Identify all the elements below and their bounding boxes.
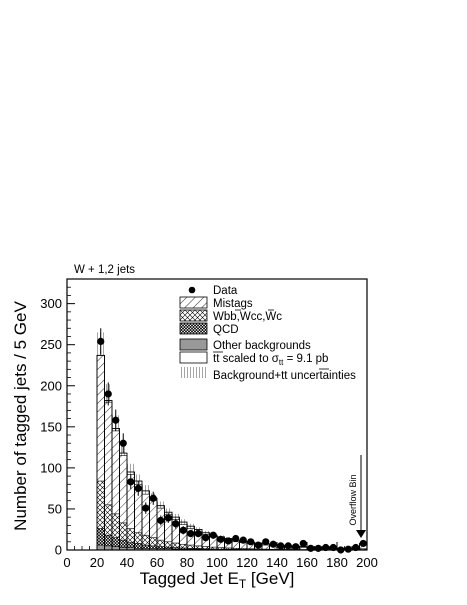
data-points-layer (97, 328, 367, 554)
data-point-22 (262, 538, 270, 546)
data-point-35 (359, 539, 367, 548)
x-tick-label-3: 60 (150, 555, 164, 570)
legend-label-unc: Background+tt uncertainties (213, 370, 356, 382)
legend-label-data: Data (213, 285, 238, 297)
legend-swatch-unc (180, 367, 207, 378)
legend-swatch-mistags (179, 296, 208, 309)
other-bar-0 (96, 544, 105, 551)
data-point-18 (232, 534, 240, 543)
legend: Data Mistags Wbb,Wcc,Wc QCD Other backgr… (179, 285, 356, 382)
data-point-9 (164, 514, 172, 522)
data-point-33 (344, 545, 352, 553)
x-tick-label-5: 100 (206, 555, 228, 570)
legend-label-qcd: QCD (213, 324, 239, 336)
mistags-layer (96, 355, 368, 551)
chart-annotation: W + 1,2 jets (74, 264, 135, 276)
data-point-15 (209, 531, 217, 539)
data-point-21 (254, 541, 262, 549)
axis-ticks: 0 20 40 60 80 100 120 140 160 180 200 0 50 100 150 200 2… (40, 278, 378, 570)
legend-swatch-qcd (179, 322, 208, 335)
data-point-29 (314, 544, 322, 552)
data-point-0 (97, 337, 105, 346)
y-tick-label-4: 200 (40, 378, 62, 393)
data-point-23 (269, 540, 277, 548)
data-point-2 (112, 416, 120, 424)
data-point-11 (179, 526, 187, 534)
y-tick-label-1: 50 (48, 501, 62, 516)
x-axis-title-sub: T (239, 577, 247, 591)
x-tick-label-4: 80 (180, 555, 194, 570)
data-point-27 (299, 539, 307, 548)
legend-swatch-other (179, 338, 208, 351)
x-tick-label-8: 160 (296, 555, 318, 570)
x-tick-label-7: 140 (266, 555, 288, 570)
legend-label-wbb: Wbb,Wcc,Wc (213, 311, 282, 323)
y-axis-title: Number of tagged jets / 5 GeV (11, 301, 30, 531)
x-tick-label-0: 0 (63, 555, 70, 570)
data-point-19 (239, 536, 247, 544)
data-point-14 (202, 534, 210, 542)
data-point-17 (224, 537, 232, 545)
y-tick-label-6: 300 (40, 296, 62, 311)
x-tick-label-10: 200 (356, 555, 378, 570)
data-point-13 (194, 529, 202, 538)
data-point-6 (142, 504, 150, 512)
x-axis-title-unit: [GeV] (246, 569, 294, 588)
data-point-31 (329, 543, 337, 552)
x-tick-label-1: 20 (90, 555, 104, 570)
data-point-5 (134, 484, 142, 493)
legend-marker-data (188, 286, 196, 294)
x-tick-label-2: 40 (120, 555, 134, 570)
data-point-24 (277, 542, 285, 550)
data-point-20 (247, 538, 255, 546)
data-point-4 (127, 478, 135, 486)
data-point-8 (157, 516, 165, 525)
y-tick-label-0: 0 (55, 543, 62, 558)
overflow-arrow-head (356, 530, 366, 538)
overflow-label: Overflow Bin (348, 474, 358, 525)
other-bar-1 (104, 545, 113, 551)
data-point-26 (292, 543, 300, 551)
x-tick-label-9: 180 (326, 555, 348, 570)
data-point-10 (172, 520, 180, 528)
legend-label-other: Other backgrounds (213, 340, 311, 352)
data-point-7 (149, 494, 157, 502)
x-tick-label-6: 120 (236, 555, 258, 570)
x-axis-title: Tagged Jet ET [GeV] (140, 569, 295, 591)
data-point-34 (352, 543, 360, 552)
legend-swatch-wbb (179, 309, 208, 322)
data-point-25 (284, 542, 292, 550)
data-point-16 (217, 535, 225, 543)
data-point-12 (187, 529, 195, 538)
legend-label-mistags: Mistags (213, 298, 253, 310)
data-point-3 (119, 439, 127, 447)
y-tick-label-5: 250 (40, 337, 62, 352)
x-axis-title-main: Tagged Jet E (140, 569, 239, 588)
data-point-1 (104, 390, 112, 398)
y-tick-label-2: 100 (40, 460, 62, 475)
legend-swatch-ttbar (179, 351, 208, 364)
data-point-28 (307, 544, 315, 552)
data-point-30 (322, 543, 330, 552)
y-tick-label-3: 150 (40, 419, 62, 434)
legend-label-ttbar: tt scaled to σtt = 9.1 pb (213, 353, 328, 367)
